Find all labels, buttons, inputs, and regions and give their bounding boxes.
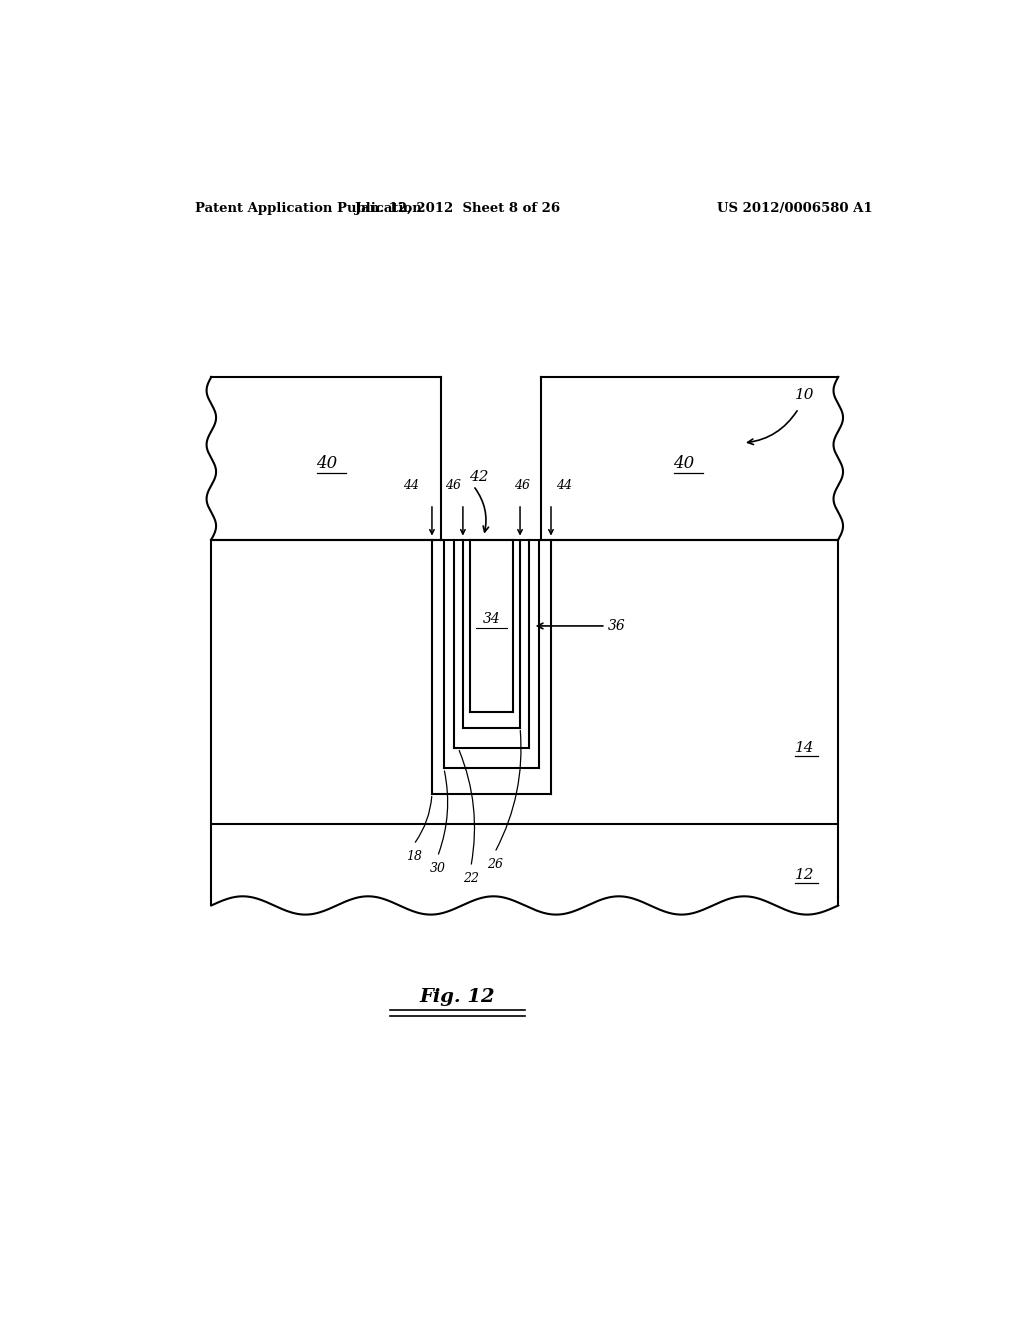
Text: 36: 36 [608, 619, 626, 634]
Text: US 2012/0006580 A1: US 2012/0006580 A1 [717, 202, 872, 215]
Text: 14: 14 [795, 741, 814, 755]
Text: 12: 12 [795, 869, 814, 882]
Text: 46: 46 [445, 479, 462, 492]
Text: 44: 44 [556, 479, 571, 492]
Text: 30: 30 [429, 862, 445, 875]
Text: Jan. 12, 2012  Sheet 8 of 26: Jan. 12, 2012 Sheet 8 of 26 [354, 202, 560, 215]
Text: 40: 40 [673, 455, 694, 471]
Text: 26: 26 [486, 858, 503, 871]
Text: 46: 46 [514, 479, 529, 492]
Text: 34: 34 [482, 612, 501, 626]
Text: 42: 42 [469, 470, 488, 483]
Text: 22: 22 [463, 873, 479, 884]
Text: 40: 40 [315, 455, 337, 471]
Text: Patent Application Publication: Patent Application Publication [196, 202, 422, 215]
Text: Fig. 12: Fig. 12 [420, 987, 496, 1006]
Text: 10: 10 [795, 388, 814, 403]
Text: 18: 18 [406, 850, 422, 862]
Text: 44: 44 [403, 479, 419, 492]
